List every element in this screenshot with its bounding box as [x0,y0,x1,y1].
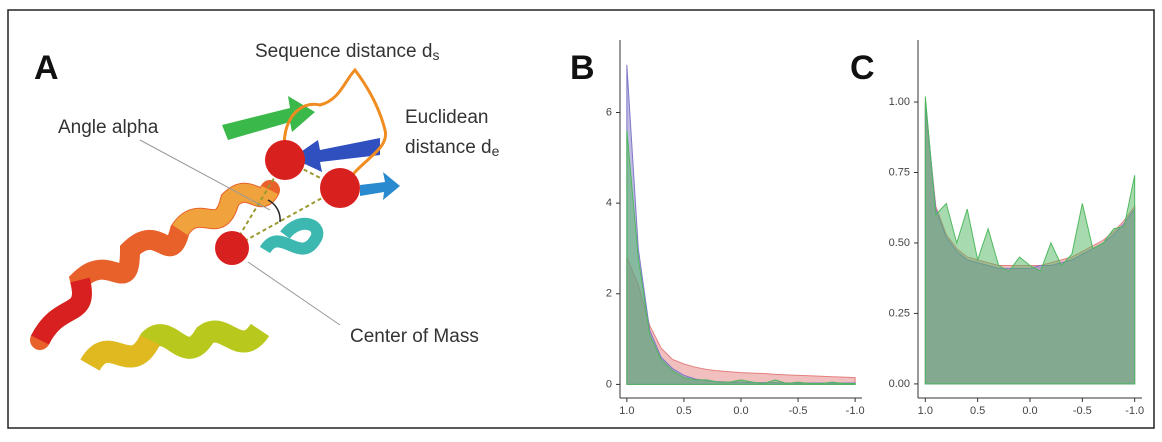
area [924,96,1136,385]
annotation-text: distance d [405,137,492,158]
x-tick-label: 0.0 [733,405,748,417]
leader-line [247,261,341,326]
y-tick-label: 0.75 [889,166,910,178]
panel-label: B [570,49,595,87]
y-tick-label: 4 [606,197,612,209]
annotation: distance de [405,137,500,159]
y-tick-label: 1.00 [889,96,910,108]
helix [172,183,279,236]
y-tick-label: 6 [606,106,612,118]
x-tick-label: -0.5 [1073,405,1092,417]
x-tick-label: -1.0 [1125,405,1144,417]
x-tick-label: 0.5 [676,405,691,417]
y-tick-label: 0 [606,378,612,390]
panel-label: A [34,49,59,87]
strand [222,96,315,140]
x-tick-label: 1.0 [619,405,634,417]
x-tick-label: 0.5 [970,405,985,417]
y-tick-label: 2 [606,288,612,300]
y-tick-label: 0.25 [889,307,910,319]
subscript: s [432,47,439,63]
panel-label: C [850,49,875,87]
x-tick-label: -1.0 [846,405,865,417]
annotation: Euclidean [405,107,488,128]
annotation: Angle alpha [58,117,159,138]
annotation: Sequence distance ds [255,41,439,63]
helix [80,334,160,372]
loop [282,67,387,186]
x-tick-label: 1.0 [918,405,933,417]
sphere [265,140,305,180]
helix [259,217,324,255]
subscript: e [492,143,500,159]
helix [31,277,92,345]
x-tick-label: 0.0 [1022,405,1037,417]
y-tick-label: 0.00 [889,378,910,390]
y-tick-label: 0.50 [889,237,910,249]
strand [360,172,400,200]
annotation-text: Sequence distance d [255,41,432,62]
protein-illustration [30,67,400,372]
x-tick-label: -0.5 [789,405,808,417]
leader-line [139,139,271,211]
sphere [320,168,360,208]
angle-arc [267,199,281,223]
sphere [215,231,249,265]
annotation: Center of Mass [350,326,479,347]
strand [292,138,380,172]
area [626,130,856,385]
